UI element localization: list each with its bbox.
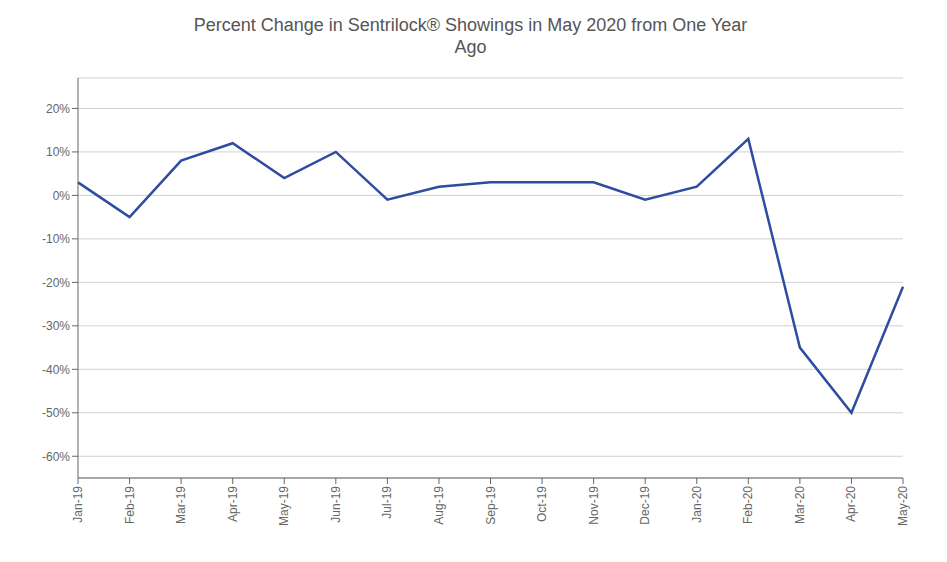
svg-text:Mar-20: Mar-20 — [793, 486, 807, 524]
svg-text:-20%: -20% — [42, 276, 70, 290]
svg-text:Jan-19: Jan-19 — [71, 486, 85, 523]
svg-text:Dec-19: Dec-19 — [638, 486, 652, 525]
svg-text:Nov-19: Nov-19 — [587, 486, 601, 525]
svg-text:Jul-19: Jul-19 — [380, 486, 394, 519]
svg-text:-30%: -30% — [42, 319, 70, 333]
svg-text:20%: 20% — [46, 102, 70, 116]
html-text:Ago: Ago — [454, 37, 487, 57]
svg-text:Jun-19: Jun-19 — [329, 486, 343, 523]
svg-text:-40%: -40% — [42, 363, 70, 377]
svg-text:Aug-19: Aug-19 — [432, 486, 446, 525]
svg-text:-50%: -50% — [42, 406, 70, 420]
svg-text:Apr-20: Apr-20 — [844, 486, 858, 522]
svg-text:Jan-20: Jan-20 — [690, 486, 704, 523]
svg-text:May-20: May-20 — [896, 486, 910, 526]
svg-text:Apr-19: Apr-19 — [226, 486, 240, 522]
svg-text:May-19: May-19 — [277, 486, 291, 526]
svg-text:10%: 10% — [46, 145, 70, 159]
svg-text:-60%: -60% — [42, 450, 70, 464]
svg-text:Feb-20: Feb-20 — [741, 486, 755, 524]
svg-text:-10%: -10% — [42, 232, 70, 246]
svg-text:Sep-19: Sep-19 — [484, 486, 498, 525]
svg-text:Oct-19: Oct-19 — [535, 486, 549, 522]
html-text:Percent Change in Sentrilock®: Percent Change in Sentrilock® Showings i… — [193, 15, 748, 35]
svg-text:0%: 0% — [53, 189, 71, 203]
svg-text:Feb-19: Feb-19 — [123, 486, 137, 524]
svg-text:Mar-19: Mar-19 — [174, 486, 188, 524]
